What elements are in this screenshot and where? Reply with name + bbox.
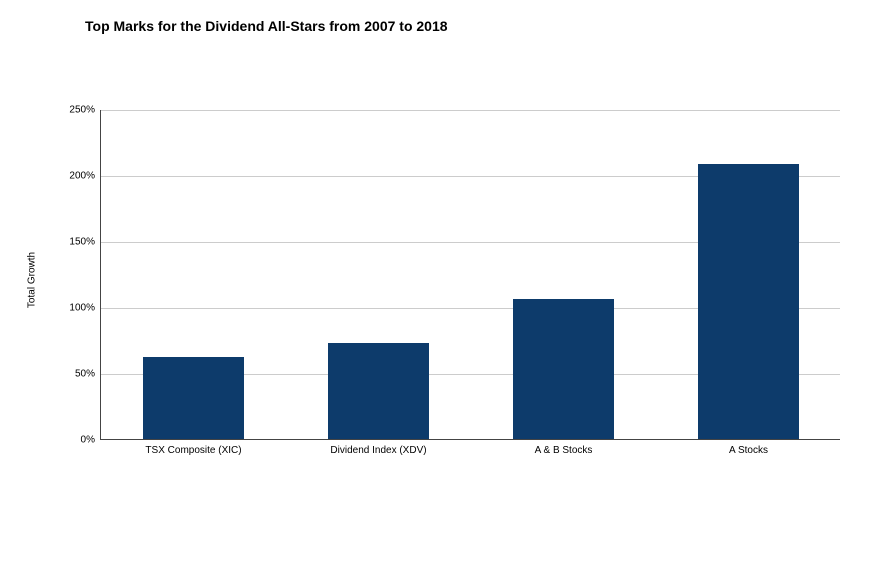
plot-area: 0%50%100%150%200%250%TSX Composite (XIC)… [100,110,840,440]
bar [513,299,615,439]
bar [143,357,245,439]
y-tick-label: 100% [69,303,101,314]
gridline [101,110,840,111]
x-tick-label: A Stocks [729,439,768,456]
y-tick-label: 0% [81,435,101,446]
x-tick-label: TSX Composite (XIC) [145,439,241,456]
y-tick-label: 250% [69,105,101,116]
x-tick-label: Dividend Index (XDV) [330,439,426,456]
y-tick-label: 50% [75,369,101,380]
y-tick-label: 200% [69,171,101,182]
bar [328,343,430,439]
y-axis-label: Total Growth [27,252,38,308]
chart-title: Top Marks for the Dividend All-Stars fro… [85,18,448,34]
x-tick-label: A & B Stocks [535,439,593,456]
y-tick-label: 150% [69,237,101,248]
bar [698,164,800,439]
